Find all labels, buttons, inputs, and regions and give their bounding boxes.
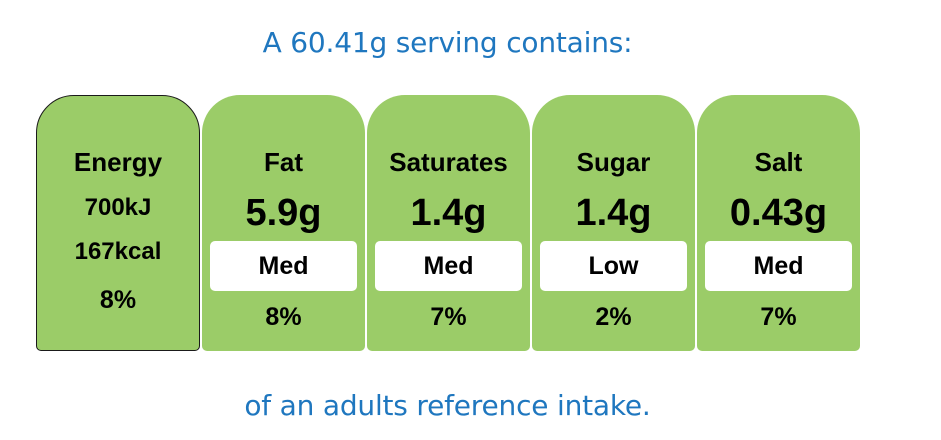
energy-percent: 8% [99, 286, 137, 314]
sugar-level-badge: Low [540, 241, 687, 291]
sugar-label: Sugar [576, 147, 651, 177]
energy-label: Energy [73, 147, 163, 177]
saturates-card: Saturates 1.4g Med 7% [367, 95, 530, 351]
saturates-amount: 1.4g [410, 192, 487, 234]
fat-amount: 5.9g [245, 192, 322, 234]
sugar-amount: 1.4g [575, 192, 652, 234]
salt-percent: 7% [760, 303, 797, 331]
fat-card: Fat 5.9g Med 8% [202, 95, 365, 351]
serving-heading: A 60.41g serving contains: [262, 26, 633, 59]
fat-level-badge: Med [210, 241, 357, 291]
energy-kcal: 167kcal [74, 238, 162, 265]
saturates-percent: 7% [430, 303, 467, 331]
reference-intake-footer: of an adults reference intake. [244, 389, 651, 422]
fat-percent: 8% [265, 303, 302, 331]
salt-amount: 0.43g [729, 192, 828, 234]
sugar-percent: 2% [595, 303, 632, 331]
sugar-card: Sugar 1.4g Low 2% [532, 95, 695, 351]
saturates-level-badge: Med [375, 241, 522, 291]
salt-level-badge: Med [705, 241, 852, 291]
saturates-label: Saturates [389, 147, 508, 177]
fat-label: Fat [264, 147, 303, 177]
salt-label: Salt [754, 147, 803, 177]
energy-card: Energy 700kJ 167kcal 8% [36, 95, 200, 351]
salt-card: Salt 0.43g Med 7% [697, 95, 860, 351]
energy-kj: 700kJ [84, 194, 152, 221]
